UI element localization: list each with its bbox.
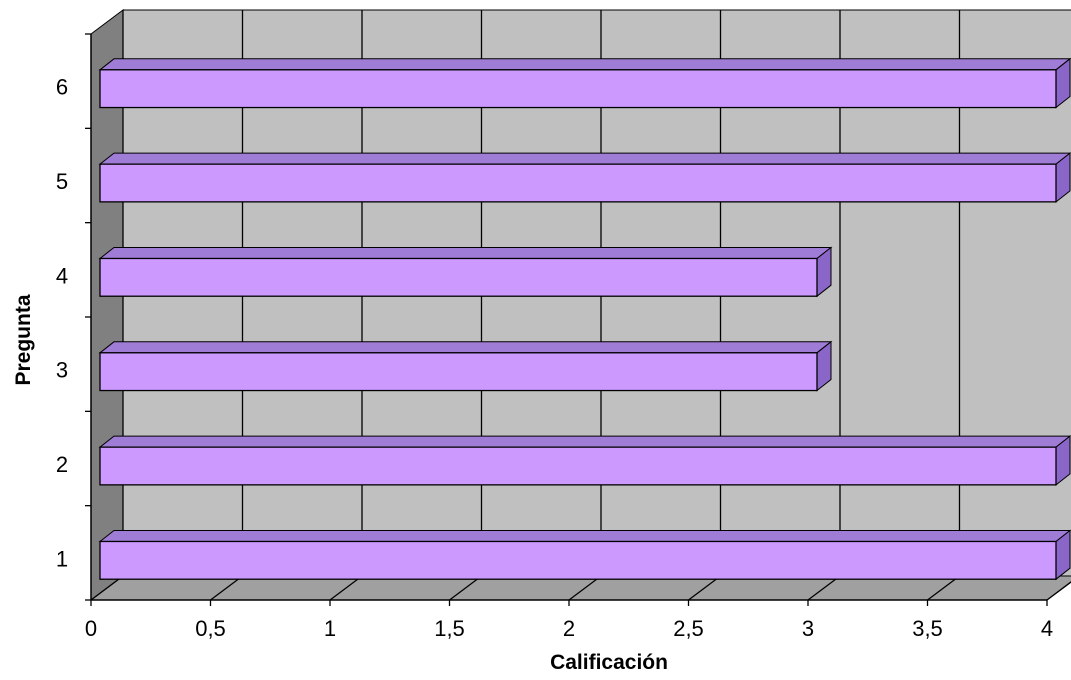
x-tick-label: 0,5 (195, 616, 226, 641)
gridline-floor (329, 575, 363, 601)
bar-5 (98, 152, 1071, 203)
y-tick-label: 4 (56, 263, 68, 288)
bar-front-face (99, 69, 1057, 109)
gridline-floor (927, 575, 960, 601)
y-tick-label: 3 (56, 358, 68, 383)
y-tick-label: 5 (56, 169, 68, 194)
gridline-floor (210, 575, 243, 601)
bar-front-face (99, 163, 1057, 203)
bar-front-face (99, 446, 1057, 486)
gridline-floor (807, 575, 841, 601)
bar-front-face (99, 352, 818, 392)
x-tick-label: 4 (1041, 616, 1053, 641)
bar-front-face (99, 540, 1057, 580)
bar-top-face (98, 341, 833, 354)
bar-2 (98, 435, 1071, 486)
bar-top-face (98, 435, 1071, 448)
x-tick-label: 2 (563, 616, 575, 641)
x-tick-label: 1,5 (434, 616, 465, 641)
bar-front-face (99, 257, 818, 297)
y-tick-label: 2 (56, 452, 68, 477)
x-tick-label: 3,5 (912, 616, 943, 641)
y-tick-label: 6 (56, 75, 68, 100)
x-axis-title: Calificación (550, 651, 668, 674)
tick-labels: 0 0,5 1 1,5 2 2,5 3 3,5 4 1 2 3 4 5 6 (56, 75, 1053, 641)
bar-1 (98, 529, 1071, 581)
x-tick-label: 2,5 (673, 616, 704, 641)
gridline-floor (1046, 581, 1071, 601)
y-tick-label: 1 (56, 546, 68, 571)
bar-top-face (98, 246, 833, 259)
bars (98, 57, 1071, 581)
x-tick-label: 0 (85, 616, 97, 641)
gridline-floor (90, 575, 124, 601)
axes (85, 33, 1048, 606)
bar-4 (98, 246, 833, 298)
bar-top-face (98, 152, 1071, 165)
bar-3 (98, 340, 833, 392)
bar-top-face (98, 58, 1071, 71)
x-tick-label: 1 (324, 616, 336, 641)
x-tick-label: 3 (802, 616, 814, 641)
gridline-floor (568, 575, 602, 601)
gridline-floor (688, 575, 721, 601)
y-axis-title: Pregunta (12, 294, 35, 385)
bar-top-face (98, 529, 1071, 542)
gridline-floor (449, 575, 482, 601)
bar-6 (98, 57, 1071, 109)
